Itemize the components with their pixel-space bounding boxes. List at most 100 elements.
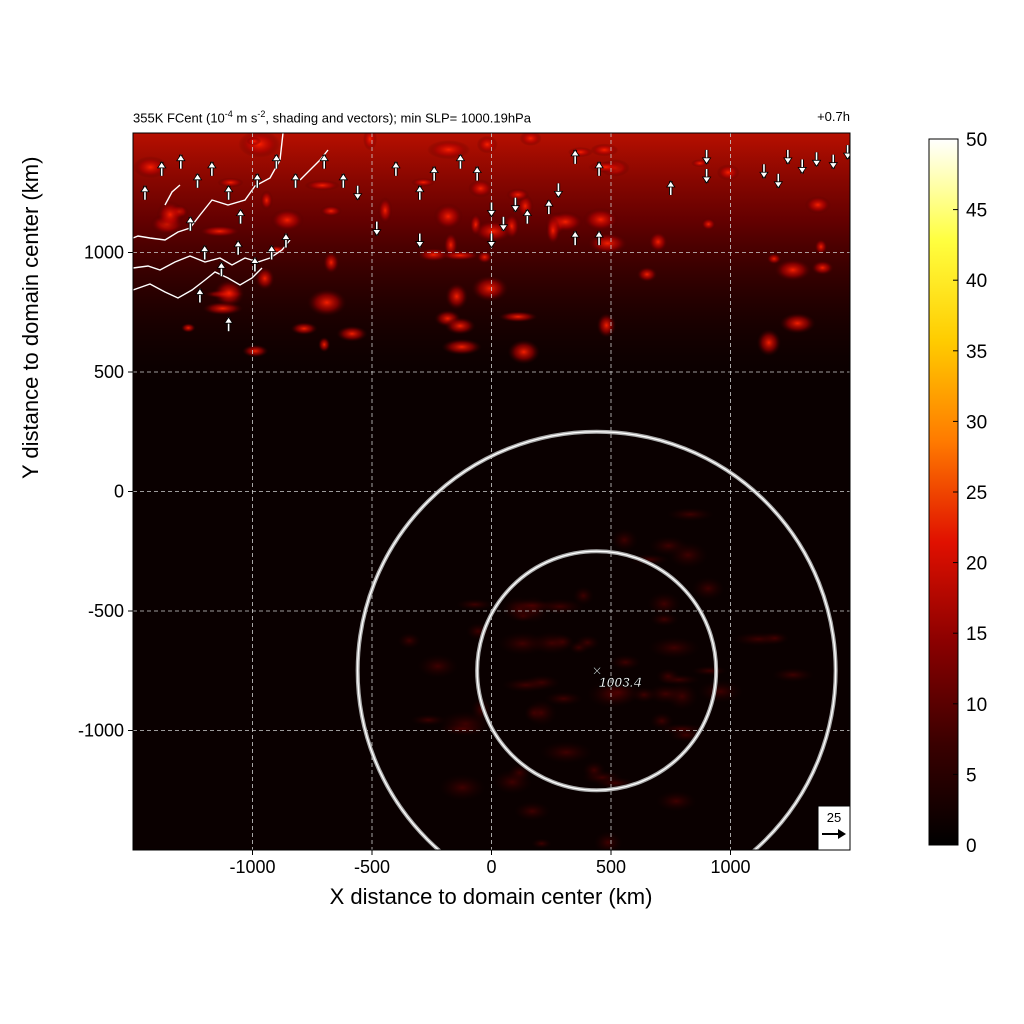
- shading-blob: [213, 279, 245, 307]
- wind-vector: [391, 161, 401, 176]
- shading-blob: [198, 225, 241, 238]
- shading-blob: [410, 714, 447, 726]
- wind-vector: [176, 153, 186, 169]
- shading-blob: [582, 207, 619, 232]
- shading-blob: [438, 723, 486, 735]
- wind-vector: [352, 185, 363, 201]
- wind-vector: [140, 185, 150, 200]
- shading-blob: [471, 275, 509, 302]
- colorbar-tick-label: 35: [966, 342, 987, 363]
- shading-blob: [255, 267, 275, 290]
- shading-blob: [498, 311, 538, 323]
- wind-vector: [594, 230, 604, 246]
- heatmap-shading: [133, 133, 850, 850]
- shading-blob: [513, 801, 551, 821]
- colorbar-tick-label: 50: [966, 130, 987, 151]
- wind-vector: [455, 153, 466, 169]
- wind-vector: [510, 197, 521, 213]
- wind-vector: [759, 164, 769, 179]
- shading-blob: [433, 203, 463, 230]
- shading-blob: [575, 634, 600, 651]
- shading-blob: [590, 143, 619, 157]
- wind-vector: [701, 149, 712, 165]
- colorbar-tick-label: 40: [966, 271, 987, 292]
- shading-blob: [133, 156, 168, 179]
- shading-blob: [290, 322, 318, 335]
- shading-blob: [411, 178, 436, 187]
- shading-blob: [246, 137, 262, 146]
- shading-blob: [572, 586, 594, 606]
- radius-ring-inner: [357, 431, 837, 850]
- wind-vector: [223, 316, 234, 332]
- wind-vector: [266, 244, 277, 260]
- wind-vector: [828, 154, 839, 170]
- shading-blob: [270, 208, 305, 232]
- y-tick-label: 500: [94, 362, 124, 382]
- shading-blob: [774, 258, 812, 282]
- shading-blob: [779, 312, 816, 334]
- wind-vector: [472, 165, 482, 181]
- shading-blob: [804, 195, 831, 214]
- shading-blob: [506, 188, 530, 202]
- y-tick-label: -500: [88, 601, 124, 621]
- wind-vector: [553, 183, 564, 199]
- y-axis: -1000 -500 0 500 1000: [78, 243, 133, 741]
- shading-blob: [445, 283, 469, 310]
- wind-vector: [701, 169, 712, 184]
- x-tick-label: -1000: [229, 857, 275, 877]
- title-exp2: -2: [257, 109, 266, 119]
- plot-title: 355K FCent (10-4 m s-2, shading and vect…: [133, 109, 531, 125]
- x-tick-label: -500: [354, 857, 390, 877]
- shading-blob: [539, 741, 593, 764]
- wind-vector: [281, 232, 291, 248]
- wind-vector: [319, 153, 329, 169]
- center-pressure-label: 1003.4: [599, 674, 642, 690]
- shading-blob: [609, 654, 642, 671]
- y-tick-label: 1000: [84, 243, 124, 263]
- x-axis-label: X distance to domain center (km): [329, 884, 653, 909]
- shading-blob: [417, 654, 459, 679]
- shading-blob: [655, 790, 697, 812]
- shading-blob: [336, 325, 368, 342]
- shading-blob: [545, 216, 561, 245]
- shading-blob: [716, 164, 740, 181]
- shading-blob: [667, 541, 709, 569]
- colorbar-ticks: 0 5 10 15 20 25 30 35 40 45 50: [953, 130, 987, 857]
- forecast-time: +0.7h: [817, 109, 850, 124]
- shading-blob: [697, 680, 744, 703]
- wind-vector: [415, 185, 425, 200]
- shading-blob: [691, 576, 725, 601]
- shading-blob: [497, 631, 547, 656]
- shading-blob: [596, 313, 617, 338]
- wind-vector: [207, 161, 217, 176]
- shading-blob: [307, 288, 347, 317]
- shading-blob: [588, 161, 623, 173]
- shading-blob: [416, 247, 451, 262]
- shading-blob: [363, 133, 378, 151]
- wind-vector: [498, 216, 509, 232]
- shading-blob: [439, 250, 481, 261]
- wind-vector: [185, 216, 196, 231]
- shading-blob: [492, 769, 533, 795]
- shading-blob: [507, 339, 540, 365]
- wind-vector: [252, 173, 263, 188]
- shading-blob: [771, 667, 815, 683]
- shading-blob: [544, 691, 583, 706]
- colorbar-tick-label: 20: [966, 554, 987, 575]
- colorbar-tick-label: 30: [966, 412, 987, 433]
- y-axis-label: Y distance to domain center (km): [18, 156, 43, 479]
- shading-blob: [648, 636, 701, 659]
- wind-vector: [773, 173, 784, 189]
- shading-blob: [180, 323, 196, 333]
- shading-blob: [260, 190, 274, 211]
- shading-blob: [701, 218, 716, 231]
- radius-rings: [355, 429, 838, 850]
- wind-vector: [570, 149, 580, 164]
- wind-vector: [199, 244, 210, 260]
- shading-blob: [629, 554, 670, 566]
- shading-blob: [587, 232, 629, 255]
- wind-vector: [797, 159, 807, 175]
- shading-blob: [476, 135, 498, 154]
- wind-vector: [235, 208, 246, 224]
